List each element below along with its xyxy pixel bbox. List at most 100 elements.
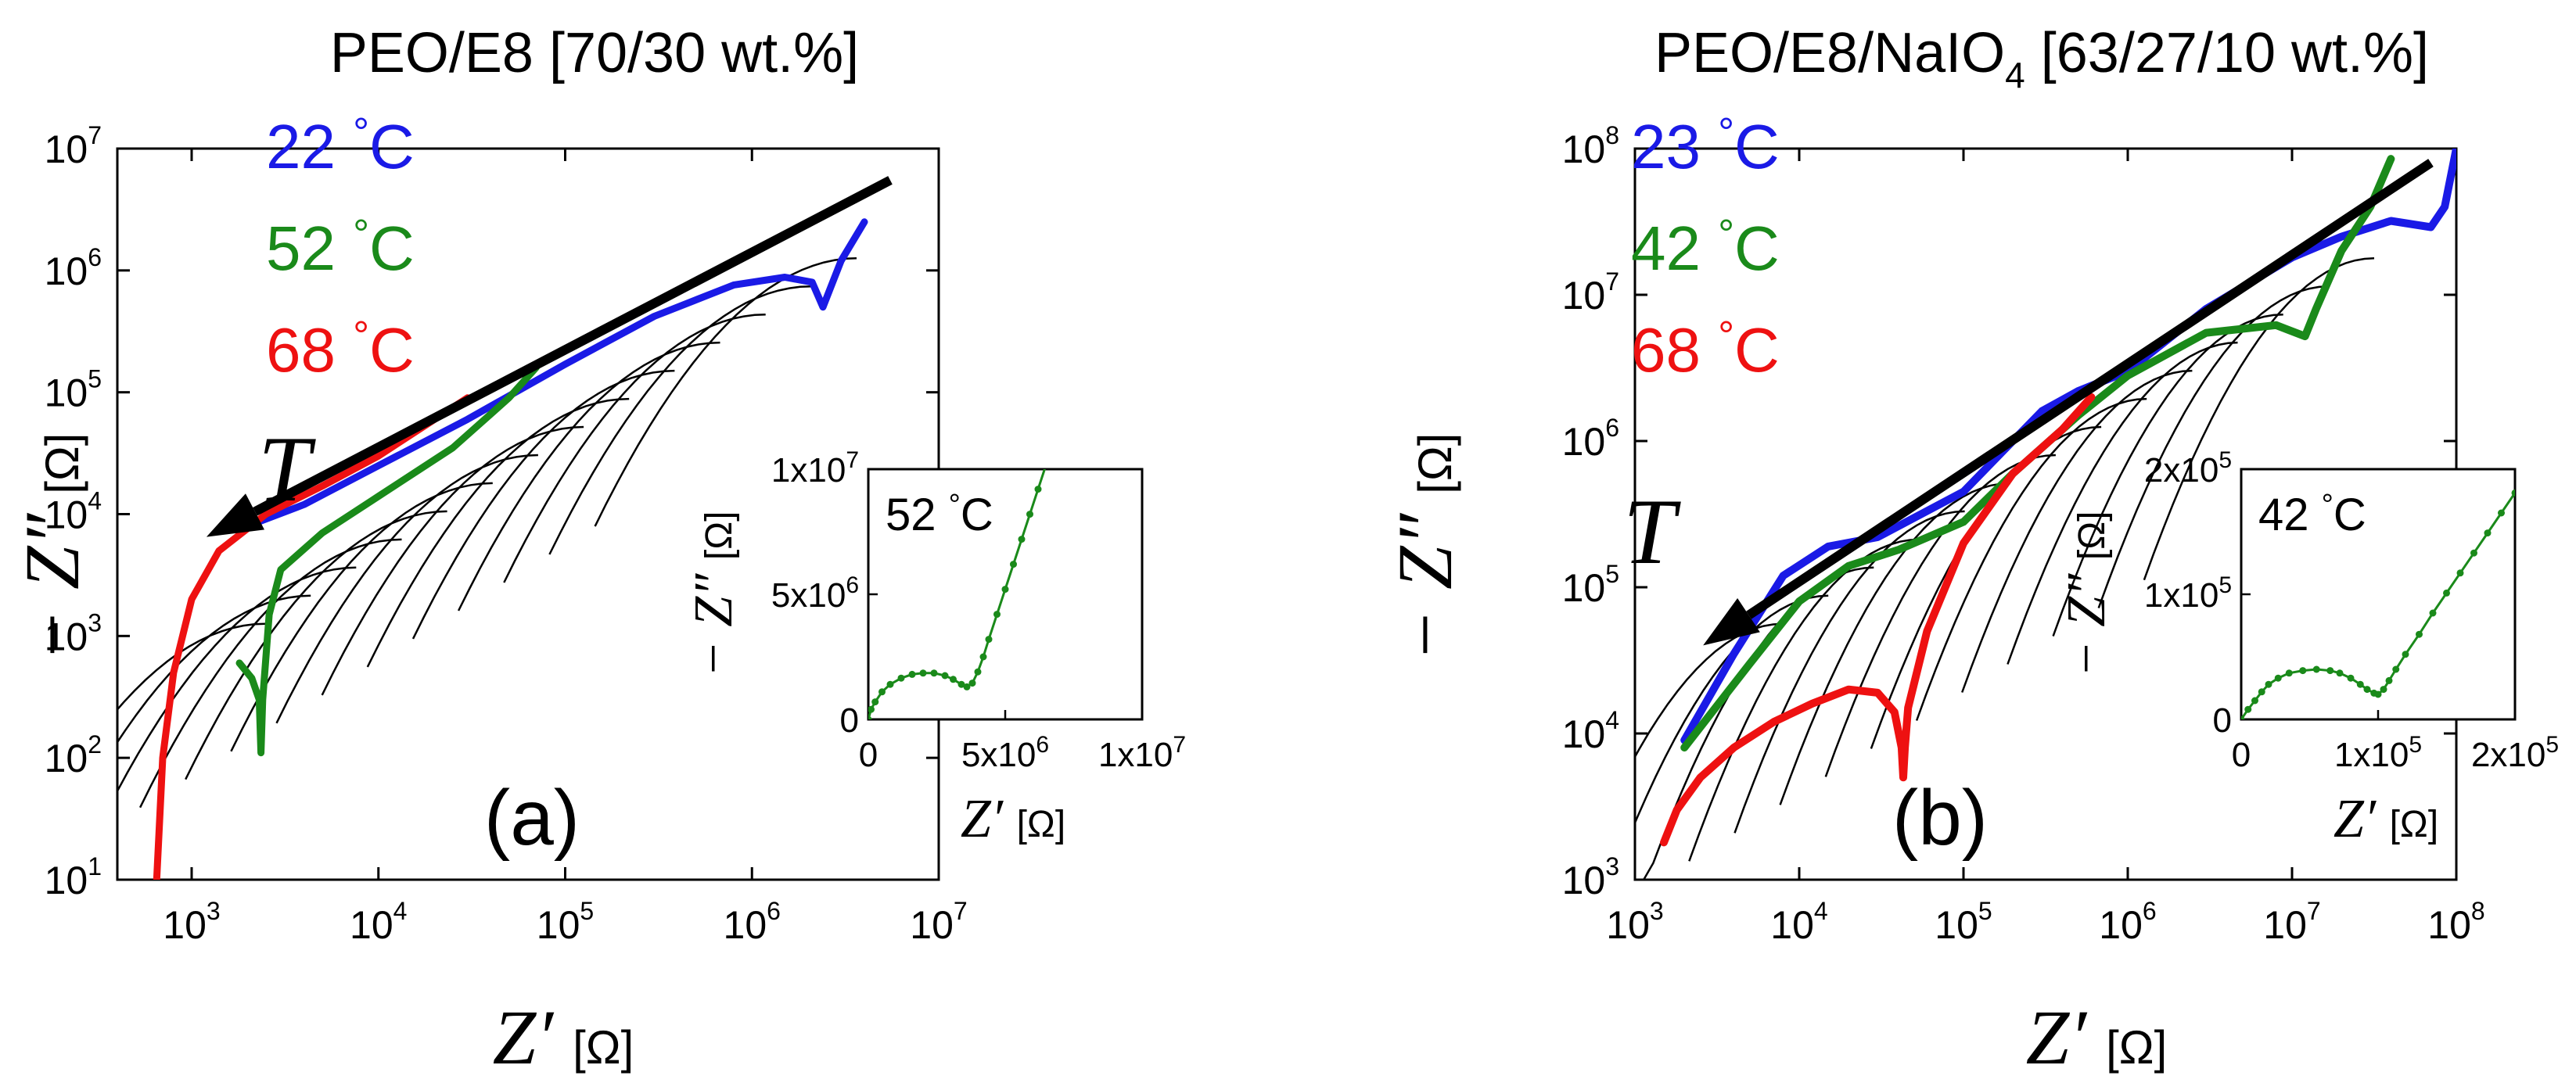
inset-data-point [1018,536,1026,543]
inset-data-point [950,676,957,683]
inset-y-tick-label: 1x105 [2144,572,2232,615]
inset-data-point [2443,589,2450,597]
inset-x-tick-label: 0 [859,736,878,774]
inset-data-point [2312,665,2320,673]
background-curve [2097,285,2329,609]
y-tick-label: 103 [1562,852,1619,902]
legend-label: 68 °C [1631,314,1780,385]
inset-data-point [2402,651,2409,658]
tick-base: 10 [45,249,88,293]
x-tick-label: 106 [724,897,781,947]
legend-unit: C [369,213,415,283]
background-curve [1779,482,2010,805]
panel-label: (b) [1892,774,1988,862]
tick-exponent: 5 [1978,897,1992,925]
inset-data-point [2356,680,2364,688]
tick-exponent: 3 [1650,897,1664,925]
legend-unit: C [369,315,415,385]
tick-exponent: 6 [767,897,781,925]
axis-unit: [Ω] [2106,1021,2167,1074]
tick-exponent: 5 [88,365,102,393]
legend-degree: ° [1718,314,1734,359]
x-tick-label: 104 [350,897,407,947]
inset-x-tick-label: 1x107 [1098,732,1186,774]
tick-base: 10 [1562,420,1606,464]
x-tick-label: 107 [910,897,967,947]
tick-exponent: 7 [88,121,102,149]
inset-data-point [868,705,875,713]
inset-temp-value: 42 [2258,490,2322,540]
y-tick-label: 107 [45,121,102,171]
inset-data-point [2484,529,2492,537]
axis-symbol: Z′ [2026,994,2107,1081]
inset-x-axis-label: Z′ [Ω] [2333,789,2438,849]
background-curve [185,510,447,780]
background-curve [2007,341,2238,665]
inset-frame [867,468,1144,721]
tick-exponent: 2 [88,730,102,758]
tick-base: 10 [537,903,580,947]
tick-mantissa: 0 [2213,701,2232,740]
tick-mantissa: 0 [840,701,859,740]
chart-title: PEO/E8/NaIO4 [63/27/10 wt.%] [1654,22,2429,95]
background-curve [1915,397,2147,721]
inset-data-point [2374,690,2382,698]
background-curve [1635,594,1829,826]
inset-data-point [2429,609,2437,617]
inset-temp-unit: C [961,490,993,540]
series-line-42C [1680,155,2395,752]
x-tick-label: 105 [1935,897,1992,947]
tick-exponent: 5 [2219,572,2232,598]
inset-data-point [963,683,971,690]
tick-exponent: 3 [1605,852,1619,880]
inset-data-point [2498,509,2505,517]
inset-temp-value: 52 [886,490,949,540]
background-curve [321,425,584,696]
inset-data-point [2347,674,2355,682]
inset-x-axis-label: Z′ [Ω] [961,789,1065,849]
tick-mantissa: 5x10 [961,736,1036,774]
legend-degree: ° [1718,212,1734,257]
inset-data-point [2385,676,2393,684]
tick-base: 10 [45,859,88,902]
inset-data-point [1026,511,1033,518]
inset-y-axis-label: − Z″ [Ω] [684,511,744,678]
axis-unit: [Ω] [2390,804,2439,845]
tick-exponent: 1 [88,852,102,880]
inset-data-point [908,670,916,678]
legend-label: 52 °C [266,212,415,283]
panel-label: (a) [484,774,580,862]
background-curve [275,454,538,724]
inset-data-point [2244,705,2252,713]
inset-y-tick-label: 1x107 [771,447,859,490]
y-tick-label: 105 [45,365,102,415]
tick-base: 10 [1935,903,1978,947]
background-curve [138,538,402,809]
title-text: PEO/E8 [70/30 wt.%] [330,22,859,84]
axis-symbol: Z′ [961,789,1017,849]
inset-data-point [2258,688,2265,696]
inset-x-tick-label: 0 [2232,736,2251,774]
tick-mantissa: 1x10 [771,451,846,490]
tick-base: 10 [45,493,88,537]
y-tick-label: 108 [1562,121,1619,171]
tick-base: 10 [45,371,88,415]
tick-exponent: 8 [1605,121,1619,149]
y-tick-label: 103 [45,608,102,658]
inset-data-point [2265,680,2272,688]
arrow-label: T [258,417,316,521]
tick-exponent: 4 [1814,897,1828,925]
inset-data-point [930,669,938,677]
inset-x-tick-label: 5x106 [961,732,1049,774]
x-tick-label: 108 [2427,897,2484,947]
background-curve [411,369,675,640]
tick-base: 10 [1562,274,1606,317]
series-line-22C [244,218,868,530]
tick-mantissa: 2x10 [2144,451,2219,490]
axis-unit: [Ω] [36,433,88,494]
inset-series-group [868,469,1046,719]
tick-base: 10 [1562,712,1606,756]
inset-x-tick-label: 1x105 [2334,732,2422,774]
arrow-head [206,493,264,537]
legend-degree: ° [353,314,369,359]
